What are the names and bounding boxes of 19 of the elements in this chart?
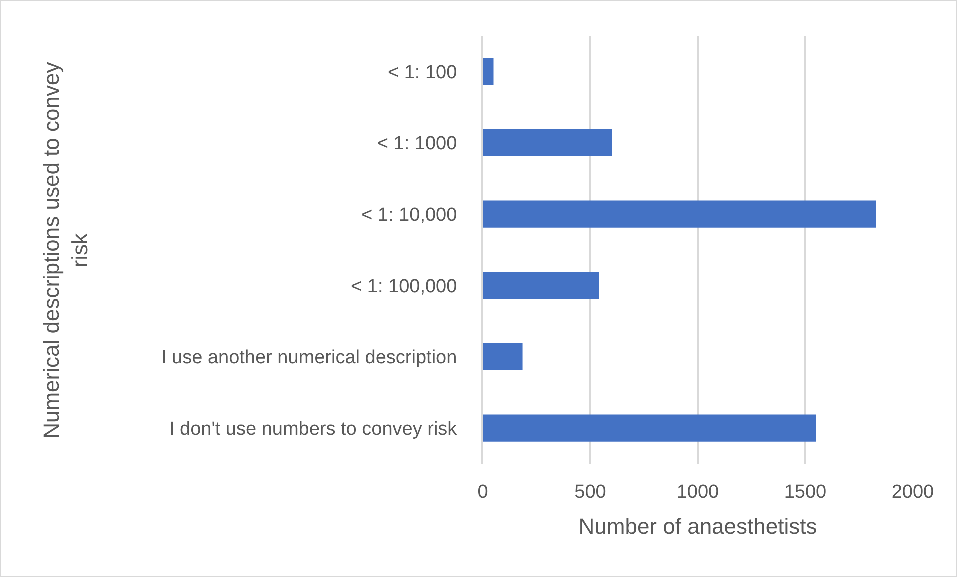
bar: [483, 272, 600, 300]
x-tick-label: 1500: [784, 482, 827, 503]
y-tick-label: < 1: 100: [388, 62, 458, 84]
bar: [483, 129, 612, 157]
x-tick-label: 2000: [892, 482, 934, 503]
y-tick-label: < 1: 1000: [377, 134, 458, 155]
bar: [483, 414, 816, 442]
y-axis-title: Numerical descriptions used to convey risk: [38, 62, 92, 439]
x-axis-title: Number of anaesthetists: [578, 514, 818, 539]
bar: [483, 200, 876, 228]
y-tick-label: I use another numerical description: [161, 348, 458, 369]
y-tick-label: < 1: 10,000: [362, 204, 458, 226]
x-tick-label: 0: [478, 482, 488, 503]
x-tick-label: 1000: [676, 482, 720, 503]
bar: [483, 58, 494, 86]
x-tick-label: 500: [574, 482, 606, 503]
y-tick-label: I don't use numbers to convey risk: [169, 418, 458, 440]
y-tick-label: < 1: 100,000: [351, 276, 458, 298]
bar: [483, 343, 523, 371]
